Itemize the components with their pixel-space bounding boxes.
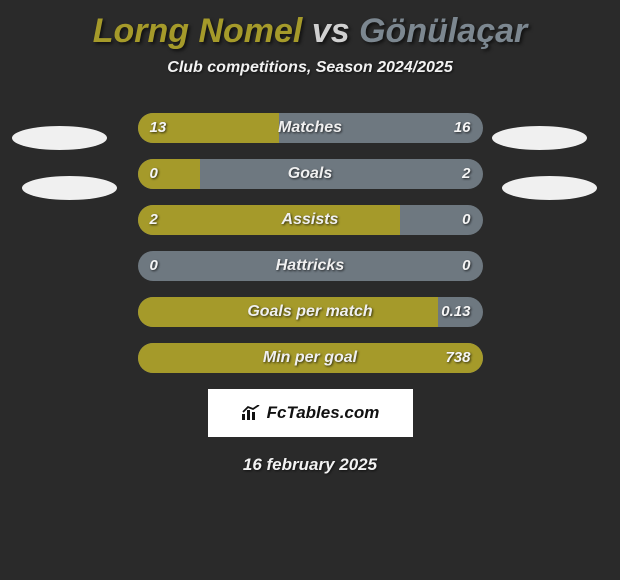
stat-label: Goals: [138, 159, 483, 189]
branding-badge: FcTables.com: [208, 389, 413, 437]
player2-name: Gönülaçar: [359, 12, 527, 50]
stat-row: Assists2 0: [138, 205, 483, 235]
stats-container: Matches1316Goals02Assists20Hattricks00Go…: [138, 113, 483, 373]
stat-label: Goals per match: [138, 297, 483, 327]
chart-icon: [241, 405, 261, 421]
stat-value-right: 738: [445, 343, 470, 373]
stat-value-right: 0: [462, 205, 470, 235]
stat-row: Matches13 16: [138, 113, 483, 143]
stat-value-right: 0.13: [441, 297, 470, 327]
stat-label: Assists: [138, 205, 483, 235]
date-label: 16 february 2025: [0, 455, 620, 475]
branding-text: FcTables.com: [267, 403, 380, 423]
stat-label: Hattricks: [138, 251, 483, 281]
stat-row: Goals0 2: [138, 159, 483, 189]
stat-label: Min per goal: [138, 343, 483, 373]
stat-value-left: 0: [150, 159, 158, 189]
stat-value-right: 2: [462, 159, 470, 189]
comparison-title: Lorng Nomel vs Gönülaçar: [0, 0, 620, 51]
stat-label: Matches: [138, 113, 483, 143]
stat-value-left: 0: [150, 251, 158, 281]
stat-row: Hattricks0 0: [138, 251, 483, 281]
stat-row: Goals per match0.13: [138, 297, 483, 327]
decor-ellipse: [502, 176, 597, 200]
stat-row: Min per goal738: [138, 343, 483, 373]
stat-value-left: 2: [150, 205, 158, 235]
decor-ellipse: [12, 126, 107, 150]
stat-value-right: 16: [454, 113, 471, 143]
player1-name: Lorng Nomel: [93, 12, 303, 50]
title-separator: vs: [312, 12, 350, 50]
stat-value-right: 0: [462, 251, 470, 281]
stat-value-left: 13: [150, 113, 167, 143]
decor-ellipse: [492, 126, 587, 150]
decor-ellipse: [22, 176, 117, 200]
subtitle: Club competitions, Season 2024/2025: [0, 59, 620, 77]
